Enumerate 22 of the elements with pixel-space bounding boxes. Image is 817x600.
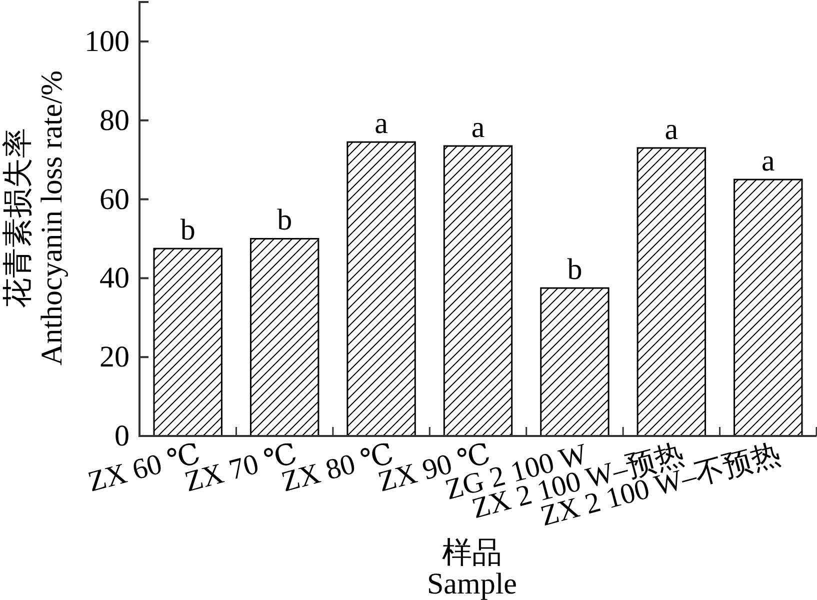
y-tick-label: 0 [114,420,130,452]
annotation: b [567,253,582,286]
annotation: a [374,107,388,140]
annotation: a [761,144,775,178]
bar [153,248,222,437]
x-axis-title: 样品 Sample [427,536,517,600]
annotation: a [664,112,678,146]
y-tick-label: 20 [100,340,130,374]
bar [540,287,610,437]
annotation: b [180,214,196,247]
y-tick-label: 40 [100,262,130,295]
annotation: a [471,111,485,144]
y-tick-label: 60 [100,182,130,216]
y-tick-label: 80 [100,104,130,137]
y-tick-label: 100 [84,24,130,58]
bar [443,145,513,437]
bar [250,238,320,437]
annotation: b [277,204,292,237]
y-axis-title: 花青素损失率 Anthocyanin loss rate/% [2,70,68,366]
bar [636,147,706,437]
bar [734,178,803,437]
bar [346,141,416,437]
